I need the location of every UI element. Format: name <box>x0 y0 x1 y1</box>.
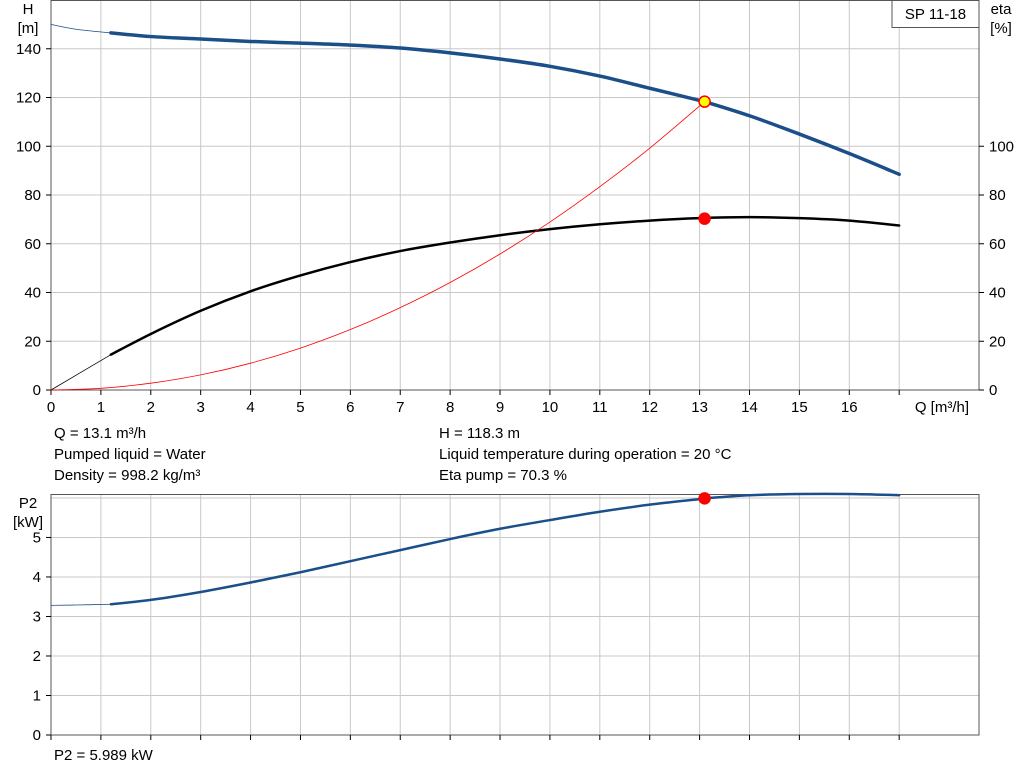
eta-curve-extrapolated <box>50 354 112 391</box>
y-tick-label: 0 <box>33 727 41 744</box>
y-axis-label: [m] <box>18 20 39 37</box>
y-axis-label-right: eta <box>991 1 1013 18</box>
pumped-liquid-value: Pumped liquid = Water <box>54 446 206 463</box>
y-tick-label: 80 <box>24 187 41 204</box>
x-tick-label: 1 <box>97 399 105 416</box>
liquid-temperature-value: Liquid temperature during operation = 20… <box>439 446 732 463</box>
y-tick-label: 4 <box>33 569 41 586</box>
y-tick-label-right: 20 <box>989 333 1006 350</box>
h-curve <box>109 31 901 177</box>
x-tick-label: 13 <box>691 399 708 416</box>
x-tick-label: 5 <box>296 399 304 416</box>
y-tick-label-right: 40 <box>989 285 1006 302</box>
y-tick-label-right: 0 <box>989 382 997 399</box>
y-tick-label: 40 <box>24 285 41 302</box>
x-tick-label: 9 <box>496 399 504 416</box>
x-tick-label: 3 <box>197 399 205 416</box>
plot-area <box>51 494 979 735</box>
p2-curve-extrapolated <box>50 603 111 606</box>
flow-value: Q = 13.1 m³/h <box>54 425 147 442</box>
x-tick-label: 2 <box>147 399 155 416</box>
y-tick-label: 20 <box>24 333 41 350</box>
x-tick-label: 11 <box>592 399 608 416</box>
eta-pump-value: Eta pump = 70.3 % <box>439 467 567 484</box>
title-box <box>891 0 980 28</box>
eta-duty-point <box>698 212 711 225</box>
y-axis-label-right: [%] <box>990 20 1012 37</box>
p2-value: P2 = 5.989 kW <box>54 747 153 764</box>
p2-duty-point <box>698 492 711 505</box>
p2-curve <box>109 492 901 606</box>
y-tick-label: 120 <box>16 90 41 107</box>
y-tick-label: 5 <box>33 529 41 546</box>
y-tick-label: 140 <box>16 41 41 58</box>
x-tick-label: 6 <box>346 399 354 416</box>
h-curve-extrapolated <box>50 23 111 34</box>
x-tick-label: 0 <box>47 399 55 416</box>
h-duty-point <box>698 95 711 108</box>
x-tick-label: 12 <box>641 399 658 416</box>
plot-frame <box>50 494 980 736</box>
x-tick-label: 10 <box>542 399 559 416</box>
head-value: H = 118.3 m <box>439 425 521 442</box>
y-axis-label: P2 <box>19 495 37 512</box>
density-value: Density = 998.2 kg/m³ <box>54 467 201 484</box>
y-axis-label: [kW] <box>13 514 43 531</box>
x-tick-label: 14 <box>741 399 758 416</box>
y-tick-label: 100 <box>16 138 41 155</box>
system-curve-curve <box>50 101 705 391</box>
power-chart: 0 1 2 3 4 5 P2 [kW] <box>13 492 980 744</box>
y-tick-label: 0 <box>33 382 41 399</box>
x-axis-label: Q [m³/h] <box>915 399 969 416</box>
y-tick-label: 60 <box>24 236 41 253</box>
y-tick-label-right: 80 <box>989 187 1006 204</box>
y-tick-label: 1 <box>33 687 41 704</box>
y-axis-label: H <box>23 1 34 18</box>
y-tick-label-right: 60 <box>989 236 1006 253</box>
y-tick-label: 2 <box>33 648 41 665</box>
chart-title: SP 11-18 <box>905 6 966 23</box>
x-tick-label: 4 <box>246 399 254 416</box>
y-tick-label-right: 100 <box>989 138 1014 155</box>
x-tick-label: 15 <box>791 399 808 416</box>
x-tick-label: 16 <box>841 399 858 416</box>
y-tick-label: 3 <box>33 608 41 625</box>
x-tick-label: 7 <box>396 399 404 416</box>
eta-curve <box>109 215 901 356</box>
x-tick-label: 8 <box>446 399 454 416</box>
